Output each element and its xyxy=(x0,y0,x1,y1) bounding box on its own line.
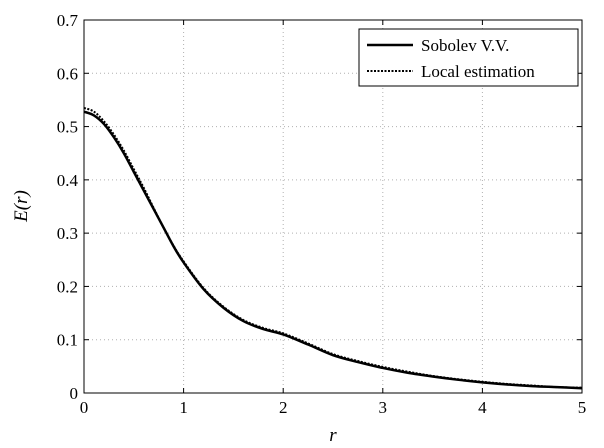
x-tick-label: 0 xyxy=(80,398,89,417)
y-axis-label: E(r) xyxy=(11,190,32,223)
series-line-sobolev-v-v xyxy=(83,110,583,390)
x-tick-label: 4 xyxy=(478,398,487,417)
x-tick-label: 1 xyxy=(179,398,188,417)
y-tick-label: 0.4 xyxy=(57,171,79,190)
y-tick-label: 0.5 xyxy=(57,118,78,137)
y-tick-label: 0 xyxy=(70,384,79,403)
y-tick-label: 0.2 xyxy=(57,277,78,296)
legend-label-sobolev: Sobolev V.V. xyxy=(421,36,509,55)
x-tick-label: 2 xyxy=(279,398,288,417)
y-tick-label: 0.1 xyxy=(57,331,78,350)
x-tick-label: 3 xyxy=(379,398,388,417)
y-tick-label: 0.7 xyxy=(57,11,79,30)
grid xyxy=(84,20,582,393)
x-axis-label: r xyxy=(329,425,337,446)
ticks xyxy=(83,19,583,394)
y-tick-label: 0.3 xyxy=(57,224,78,243)
legend-box xyxy=(358,28,579,87)
legend: Sobolev V.V. Local estimation xyxy=(358,28,579,87)
series-layer xyxy=(83,106,583,390)
y-tick-label: 0.6 xyxy=(57,64,78,83)
x-tick-label: 5 xyxy=(578,398,587,417)
plot-frame xyxy=(83,19,583,394)
tick-labels: 0 1 2 3 4 5 0 0.1 0.2 0.3 0.4 0.5 0.6 0.7 xyxy=(57,11,587,417)
legend-label-local: Local estimation xyxy=(421,62,535,81)
